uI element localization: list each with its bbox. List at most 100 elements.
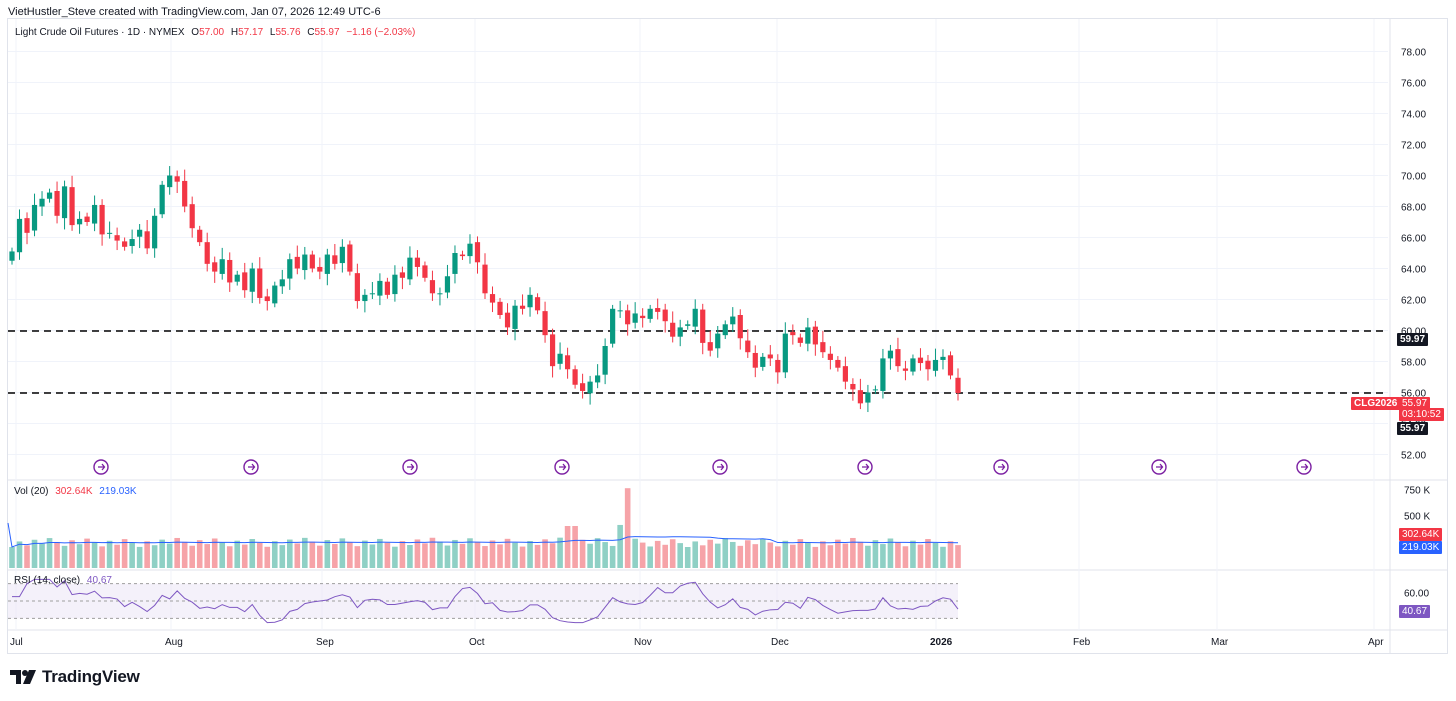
low-value: 55.76	[275, 27, 301, 38]
volume-bar	[91, 542, 98, 568]
volume-bar	[226, 546, 233, 568]
price-tick-label: 74.00	[1401, 110, 1426, 121]
candle-body	[497, 301, 503, 315]
volume-bar	[835, 539, 841, 568]
volume-bar	[955, 545, 961, 568]
candle-body	[122, 241, 128, 247]
high-label: H	[230, 27, 239, 38]
candle-body	[805, 327, 811, 344]
event-marker-arrow	[407, 463, 415, 471]
volume-bar	[482, 546, 488, 568]
volume-bar	[61, 545, 68, 568]
candle-body	[16, 218, 23, 253]
volume-legend[interactable]: Vol (20) 302.64K 219.03K	[14, 486, 137, 497]
candle-body	[827, 353, 833, 360]
volume-bar	[384, 542, 391, 568]
event-marker-icon[interactable]	[1151, 459, 1167, 475]
rsi-legend[interactable]: RSI (14, close) 40.67	[14, 575, 112, 586]
event-marker-icon[interactable]	[993, 459, 1009, 475]
candle-body	[46, 192, 53, 199]
volume-bar	[377, 538, 383, 568]
candle-body	[459, 254, 466, 257]
tradingview-logo[interactable]: TradingView	[10, 667, 140, 687]
volume-bar	[925, 539, 931, 568]
time-tick-label: Mar	[1211, 637, 1229, 648]
candle-body	[564, 355, 571, 370]
volume-bar	[452, 539, 458, 568]
event-marker-icon[interactable]	[1296, 459, 1312, 475]
event-marker-icon[interactable]	[93, 459, 109, 475]
candle-body	[302, 254, 308, 271]
candle-body	[887, 350, 894, 359]
candle-body	[152, 215, 158, 249]
candle-body	[910, 358, 916, 372]
open-label: O	[191, 27, 200, 38]
event-marker-icon[interactable]	[243, 459, 259, 475]
volume-price-tag: 302.64K	[1399, 528, 1443, 541]
volume-bar	[872, 540, 879, 568]
candle-body	[692, 308, 698, 327]
volume-bar	[136, 546, 143, 568]
event-marker-icon[interactable]	[857, 459, 873, 475]
last-price-tag: 55.97	[1399, 397, 1431, 410]
candle-body	[580, 383, 586, 391]
candle-body	[812, 326, 818, 345]
volume-bar	[9, 547, 15, 568]
volume-bar	[211, 538, 218, 568]
candle-body	[595, 375, 601, 383]
price-tick-label: 58.00	[1401, 358, 1426, 369]
symbol-price-tag: CLG2026	[1351, 397, 1401, 410]
candle-body	[414, 257, 421, 267]
volume-ma-line	[7, 522, 959, 548]
volume-bar	[572, 526, 578, 568]
volume-bar	[489, 540, 496, 568]
candle-body	[760, 356, 766, 367]
volume-bar	[392, 546, 398, 568]
volume-bar	[347, 542, 353, 568]
volume-bar	[602, 542, 608, 568]
candle-body	[279, 279, 285, 287]
candle-body	[24, 218, 30, 233]
volume-bar	[166, 543, 173, 568]
candle-body	[257, 268, 263, 298]
volume-bar	[151, 545, 158, 568]
volume-bar	[910, 540, 916, 568]
candle-body	[91, 204, 98, 224]
candle-body	[384, 281, 390, 295]
volume-bar	[549, 543, 556, 568]
volume-bar	[790, 544, 796, 568]
volume-bar	[279, 545, 286, 568]
event-marker-arrow	[717, 463, 725, 471]
volume-bar	[181, 541, 188, 568]
candle-body	[512, 305, 518, 329]
event-marker-icon[interactable]	[554, 459, 570, 475]
volume-bar	[159, 539, 165, 568]
volume-bar	[302, 537, 308, 568]
rsi-price-tag: 40.67	[1399, 605, 1431, 618]
time-tick-label: Jul	[10, 637, 23, 648]
candle-body	[737, 315, 743, 339]
candle-body	[857, 390, 863, 404]
candle-body	[610, 308, 616, 344]
event-marker-icon[interactable]	[712, 459, 728, 475]
rsi-label: RSI (14, close)	[14, 575, 81, 586]
volume-bar	[767, 542, 774, 568]
volume-bar	[219, 542, 226, 568]
rsi-value: 40.67	[86, 575, 112, 586]
symbol-label[interactable]: Light Crude Oil Futures · 1D · NYMEX	[15, 27, 185, 38]
candle-body	[167, 175, 173, 188]
candle-body	[655, 308, 661, 312]
volume-bar	[519, 546, 526, 568]
volume-bar	[286, 539, 293, 568]
volume-bar	[114, 544, 120, 568]
candle-body	[670, 322, 676, 337]
volume-bar	[647, 546, 653, 568]
candle-body	[474, 242, 481, 263]
event-marker-icon[interactable]	[402, 459, 418, 475]
candle-body	[31, 204, 38, 231]
volume-bar	[857, 541, 864, 568]
candle-body	[647, 308, 653, 319]
ohlc-legend: Light Crude Oil Futures · 1D · NYMEX O57…	[15, 27, 415, 38]
candle-body	[872, 389, 879, 391]
